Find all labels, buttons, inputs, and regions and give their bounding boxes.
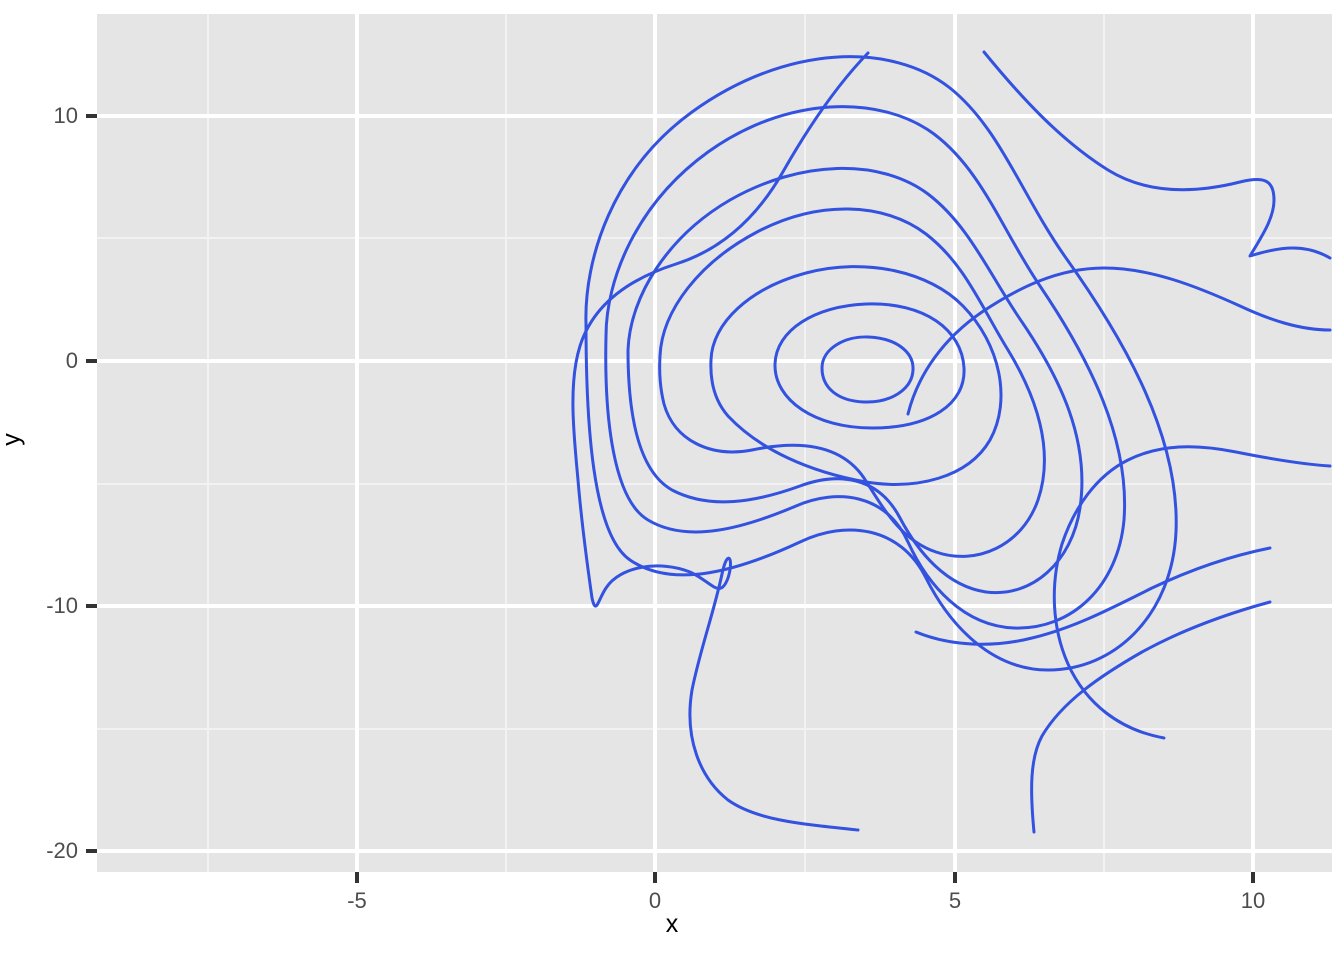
contour-line-outer-right-branch <box>1052 445 1332 740</box>
contour-line-outer-lower-right-1 <box>914 546 1272 646</box>
contour-line-seventh <box>584 55 1178 672</box>
y-axis-title: y <box>0 433 26 446</box>
minor-gridlines <box>97 14 1332 872</box>
contour-line-fourth <box>658 207 1046 558</box>
axis-tick-marks <box>86 114 1255 883</box>
contour-line-ninth-open <box>982 50 1332 260</box>
contour-line-outer-right-upper <box>906 266 1332 416</box>
contour-lines <box>571 50 1332 834</box>
contour-line-second <box>773 302 966 430</box>
x-tick-label-0: 0 <box>648 888 662 913</box>
y-tick-label-minus-10: -10 <box>46 593 78 618</box>
x-tick-label-5: 5 <box>948 888 962 913</box>
y-tick-label-0: 0 <box>65 348 78 373</box>
x-axis-title: x <box>665 910 679 938</box>
y-tick-label-10: 10 <box>53 103 78 128</box>
contour-line-eighth-open <box>571 51 870 832</box>
contour-line-fifth <box>626 166 1084 595</box>
y-tick-label-minus-20: -20 <box>46 838 78 863</box>
x-tick-label-10: 10 <box>1240 888 1266 913</box>
x-tick-label-minus-5: -5 <box>347 888 367 913</box>
contour-line-third <box>709 265 1003 486</box>
contour-line-sixth <box>604 105 1127 630</box>
contour-line-outer-lower-right-2 <box>1030 600 1272 834</box>
contour-line-innermost <box>820 335 915 404</box>
panel-background <box>97 14 1332 872</box>
